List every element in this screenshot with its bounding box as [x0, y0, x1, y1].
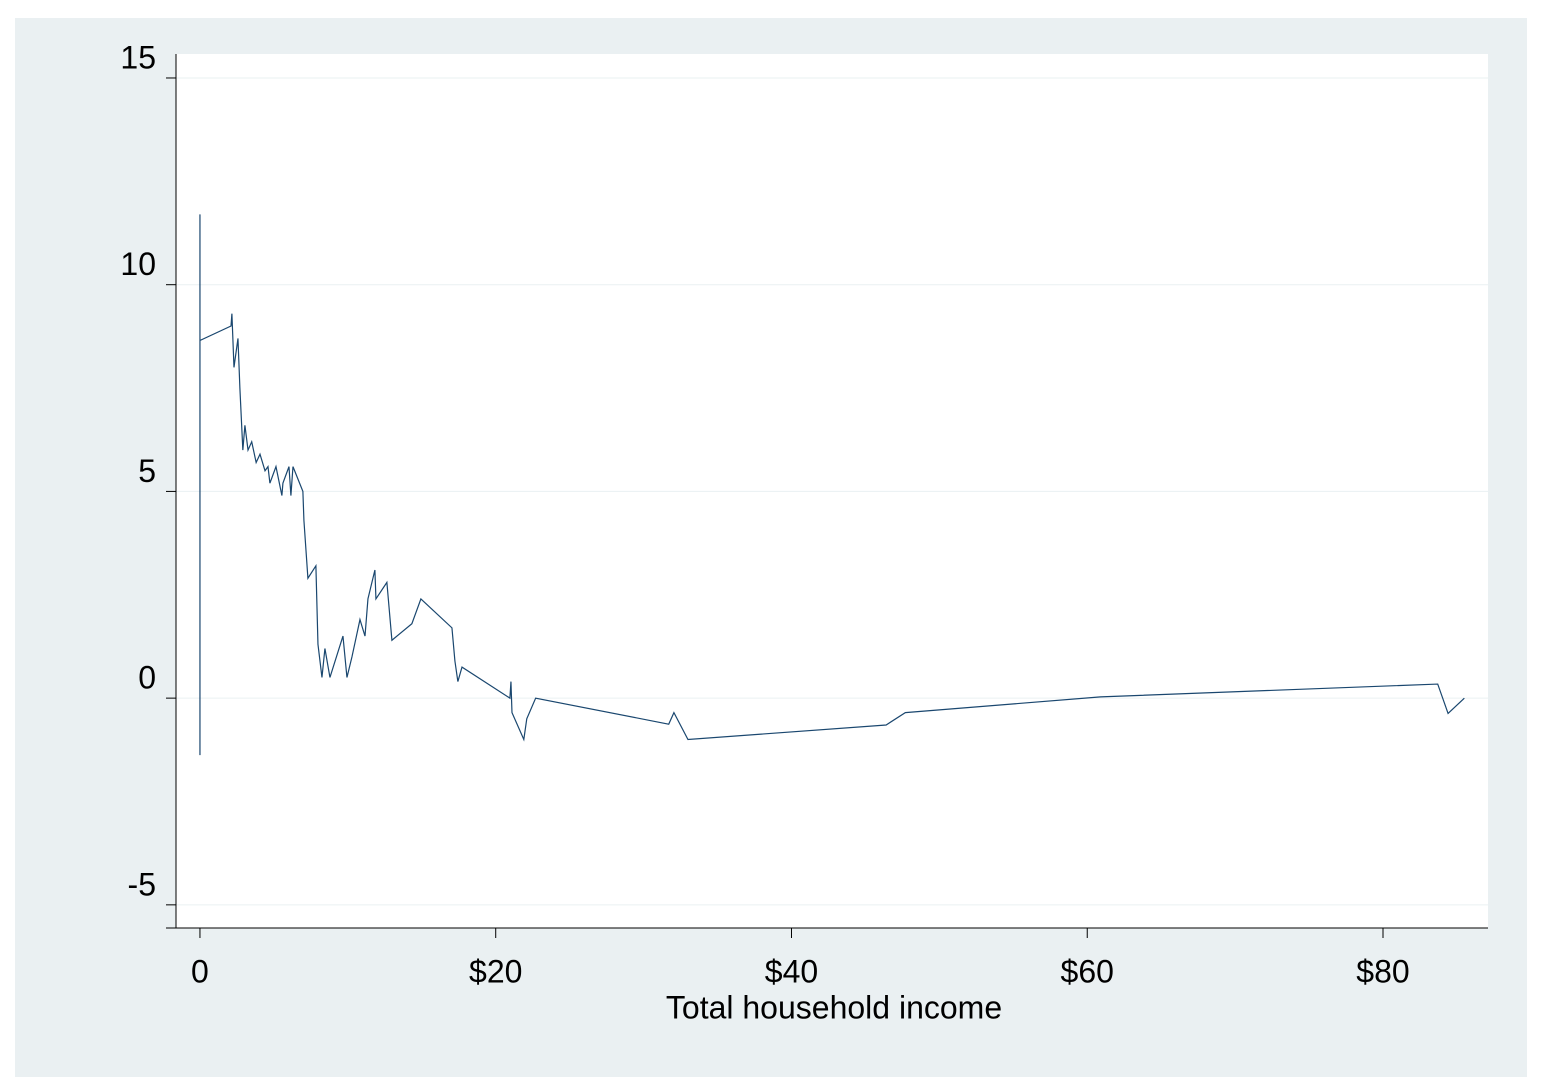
data-line	[199, 214, 1465, 756]
x-tick-label: $40	[765, 953, 818, 989]
y-tick-label: 10	[120, 246, 156, 282]
x-tick-label: $60	[1061, 953, 1114, 989]
x-axis-label: Total household income	[666, 989, 1002, 1025]
y-tick-label: 0	[138, 660, 156, 696]
x-tick-label: $80	[1356, 953, 1409, 989]
y-tick-label: 5	[138, 453, 156, 489]
y-tick-label: -5	[128, 866, 156, 902]
y-tick-label: 15	[120, 39, 156, 75]
x-tick-label: 0	[191, 953, 209, 989]
x-tick-label: $20	[469, 953, 522, 989]
